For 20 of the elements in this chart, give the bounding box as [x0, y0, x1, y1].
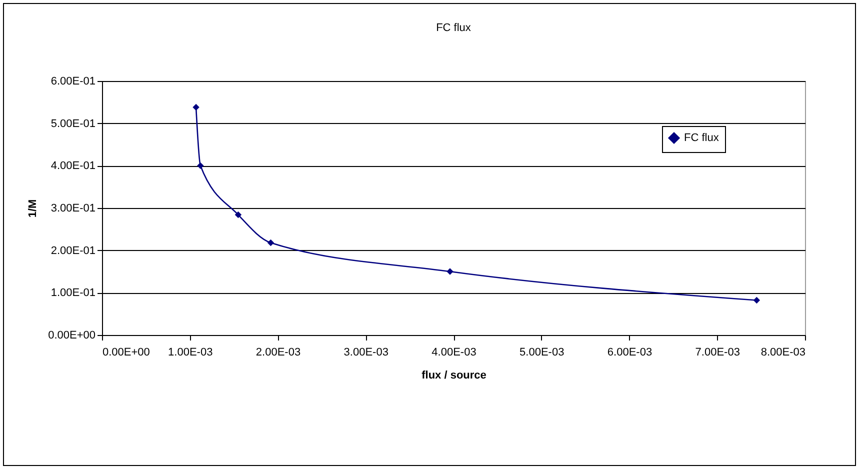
chart-title: FC flux [436, 22, 472, 34]
x-tick-label: 8.00E-03 [760, 346, 806, 358]
x-tick-label: 5.00E-03 [520, 346, 564, 358]
x-tick-label: 7.00E-03 [695, 346, 740, 358]
x-tick-label: 0.00E+00 [102, 346, 150, 358]
x-tick-label: 4.00E-03 [432, 346, 476, 358]
x-tick-label: 3.00E-03 [344, 346, 388, 358]
x-tick-label: 2.00E-03 [256, 346, 301, 358]
y-axis-title: 1/M [27, 199, 40, 218]
x-axis-title: flux / source [422, 370, 486, 382]
y-tick-label: 3.00E-01 [50, 202, 96, 214]
y-tick-label: 4.00E-01 [50, 160, 96, 172]
x-tick-label: 1.00E-03 [168, 346, 213, 358]
y-tick-label: 5.00E-01 [50, 118, 96, 130]
y-tick-label: 6.00E-01 [50, 76, 96, 88]
y-tick-label: 0.00E+00 [48, 330, 96, 342]
x-tick-label: 6.00E-03 [607, 346, 652, 358]
y-tick-label: 1.00E-01 [50, 287, 96, 300]
legend-label: FC flux [684, 132, 720, 144]
y-tick-label: 2.00E-01 [50, 244, 96, 257]
